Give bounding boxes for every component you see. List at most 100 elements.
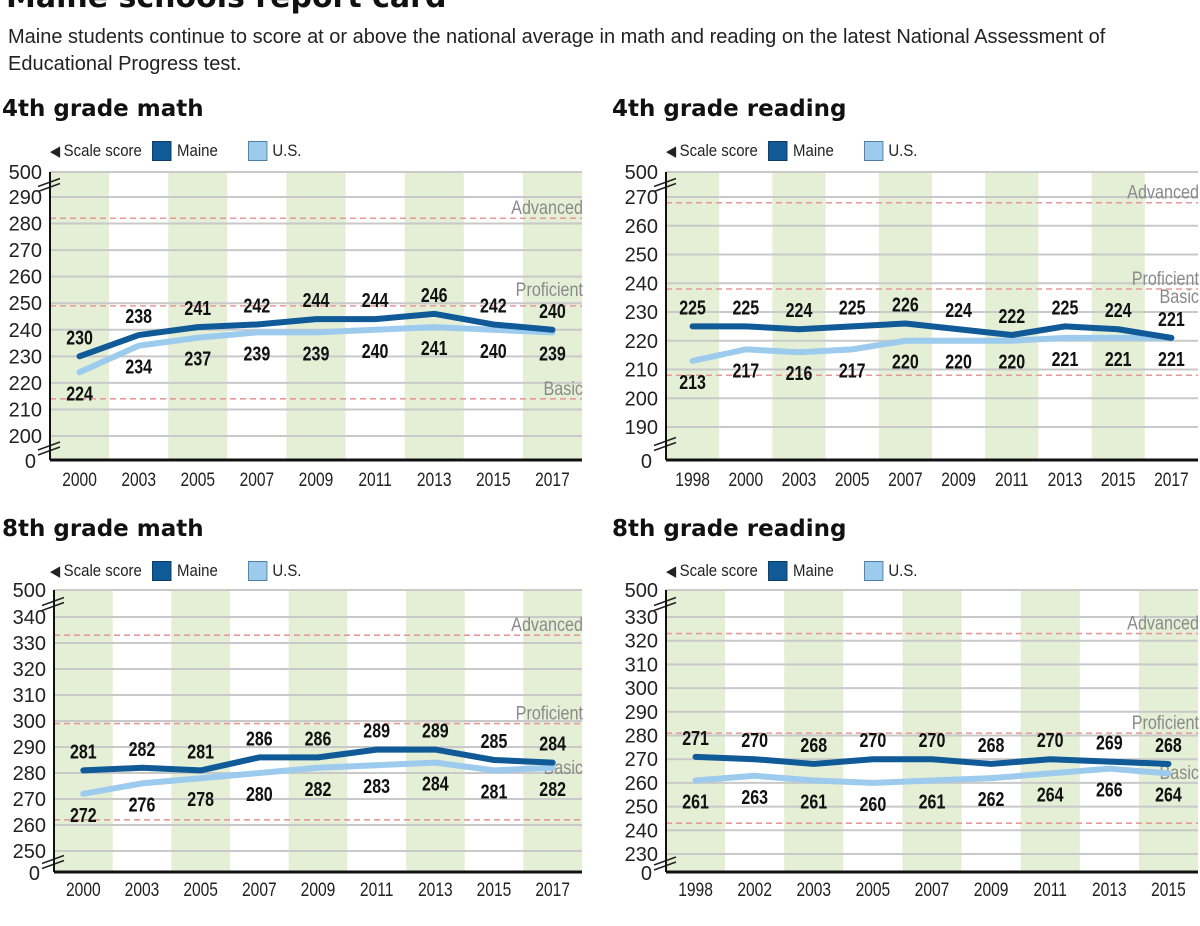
x-tick-label: 2007 [242,879,277,901]
chart-legend: ◀ Scale score Maine U.S. [666,140,917,162]
legend-us-swatch [247,561,268,581]
data-label-us: 221 [1105,348,1132,370]
x-tick-label: 2009 [941,469,976,491]
y-tick-label: 310 [13,685,46,707]
series-line-maine [80,746,556,774]
data-label-maine: 270 [1037,730,1064,752]
data-label-us: 240 [362,340,389,362]
y-tick-label: 250 [625,797,658,819]
data-label-maine: 284 [539,733,566,755]
data-label-us: 237 [184,348,211,370]
data-label-maine: 224 [1105,300,1132,322]
data-label-us: 282 [539,778,566,800]
y-tick-label: 0 [29,863,40,885]
column-band [1138,590,1198,872]
threshold-label-proficient: Proficient [1132,712,1199,734]
x-tick-label: 2013 [417,469,452,491]
y-tick-label: 500 [625,580,658,602]
data-label-us: 264 [1037,784,1064,806]
threshold-label-basic: Basic [1160,286,1200,308]
data-label-maine: 270 [741,730,768,752]
column-band [286,172,346,460]
data-label-us: 261 [919,791,946,813]
data-label-us: 260 [860,793,887,815]
y-tick-label: 210 [625,360,658,382]
x-tick-label: 2013 [1092,879,1127,901]
y-tick-label: 500 [625,162,658,184]
legend-maine-swatch [152,561,172,581]
legend-us-label: U.S. [888,561,918,580]
data-label-us: 276 [129,794,156,816]
y-tick-label: 500 [13,580,46,602]
y-tick-label: 290 [625,702,658,724]
data-label-us: 281 [481,781,508,803]
chart-panel-8th-grade-math: 8th grade math ◀ Scale score Maine U.S. … [0,516,600,926]
data-label-us: 261 [800,791,827,813]
data-label-maine: 244 [362,289,389,311]
x-tick-label: 1998 [675,469,710,491]
x-tick-label: 2015 [1151,879,1186,901]
chart-panel-8th-grade-reading: 8th grade reading ◀ Scale score Maine U.… [610,516,1200,926]
series-line-us [76,324,556,376]
y-tick-label: 260 [9,267,42,289]
legend-maine-swatch [768,561,788,581]
data-label-maine: 244 [303,289,330,311]
x-tick-label: 2000 [66,879,101,901]
y-tick-label: 330 [625,607,658,629]
y-tick-label: 0 [641,863,652,885]
y-tick-label: 250 [9,293,42,315]
y-tick-label: 230 [9,346,42,368]
y-tick-label: 260 [625,773,658,795]
x-tick-label: 2003 [782,469,817,491]
column-band [168,172,228,460]
chart-title: 4th grade reading [612,96,847,122]
y-tick-label: 240 [9,320,42,342]
left-triangle-icon: ◀ [666,143,677,160]
y-tick-label: 250 [13,841,46,863]
data-label-maine: 242 [480,295,507,317]
data-label-maine: 281 [70,741,97,763]
x-tick-label: 2017 [1154,469,1189,491]
data-label-maine: 225 [679,297,706,319]
chart-panel-4th-grade-reading: 4th grade reading ◀ Scale score Maine U.… [610,96,1200,506]
data-label-us: 283 [363,776,390,798]
legend-maine-label: Maine [793,141,834,160]
x-tick-label: 2003 [125,879,160,901]
x-tick-label: 2000 [728,469,763,491]
data-label-us: 240 [480,340,507,362]
column-band [1091,172,1145,460]
y-tick-label: 230 [625,844,658,866]
x-tick-label: 2005 [183,879,218,901]
y-tick-label: 270 [9,240,42,262]
column-band [54,590,113,872]
x-tick-label: 2003 [796,879,831,901]
legend-scale-score-label: Scale score [63,561,142,580]
threshold-label-advanced: Advanced [1127,182,1199,204]
page-title: Maine schools report card [6,0,446,15]
data-label-maine: 281 [187,741,214,763]
data-label-us: 239 [244,343,271,365]
y-tick-label: 280 [625,726,658,748]
y-tick-label: 190 [625,417,658,439]
data-label-maine: 289 [422,720,449,742]
y-tick-label: 270 [625,749,658,771]
x-tick-label: 2015 [477,879,512,901]
data-label-us: 278 [187,789,214,811]
data-label-us: 220 [892,351,919,373]
legend-scale-score-label: Scale score [679,141,758,160]
column-band [902,590,962,872]
data-label-us: 217 [732,360,759,382]
x-tick-label: 1998 [678,879,713,901]
y-tick-label: 0 [641,451,652,473]
y-tick-label: 220 [625,331,658,353]
data-label-maine: 226 [892,294,919,316]
threshold-label-proficient: Proficient [1132,268,1199,290]
y-tick-label: 320 [13,659,46,681]
x-tick-label: 2011 [358,469,391,491]
column-band [666,590,726,872]
data-label-us: 234 [125,356,152,378]
x-tick-label: 2002 [737,879,772,901]
column-band [985,172,1039,460]
data-label-maine: 221 [1158,308,1185,330]
